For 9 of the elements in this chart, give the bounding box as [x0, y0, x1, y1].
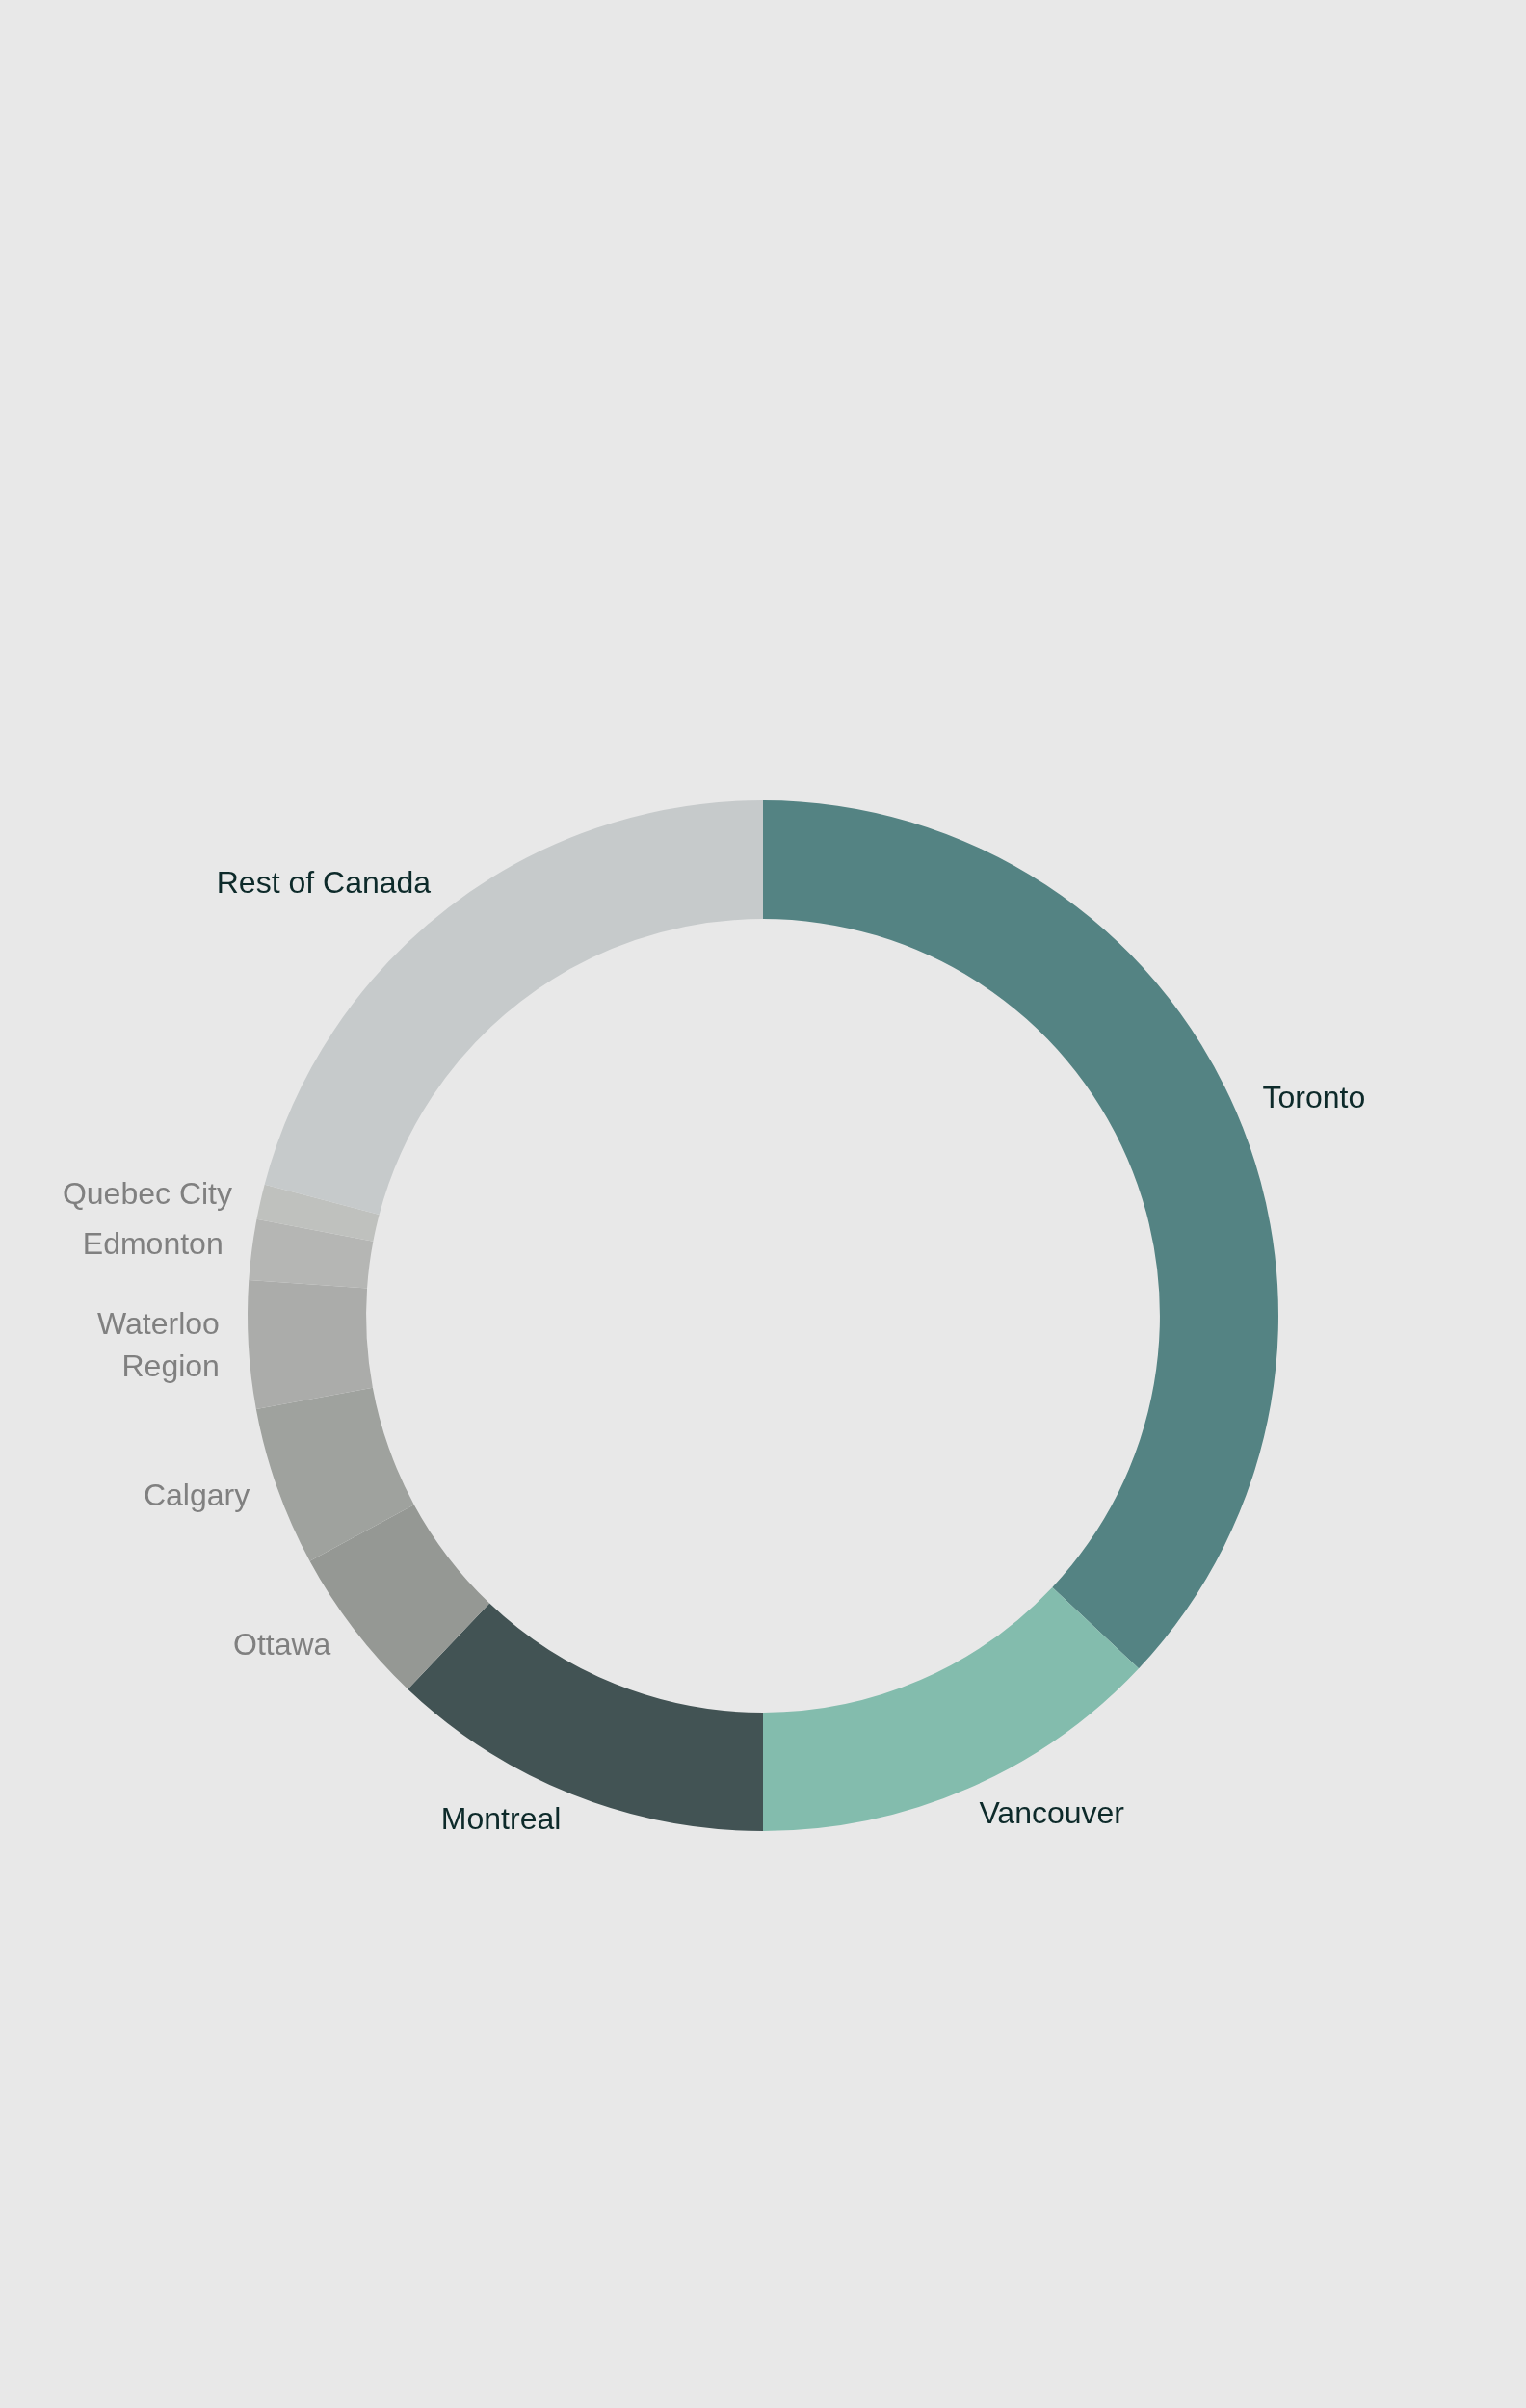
- slice-label: Calgary: [143, 1477, 250, 1512]
- slice-label: Edmonton: [82, 1226, 224, 1262]
- slice-label: Toronto: [1262, 1080, 1366, 1115]
- slice-label: Vancouver: [979, 1795, 1125, 1831]
- slice-label: Ottawa: [233, 1627, 331, 1662]
- slice-label: Rest of Canada: [216, 865, 432, 901]
- slice-label: Quebec City: [62, 1175, 232, 1211]
- slice-label: Montreal: [440, 1801, 562, 1837]
- slice-label: Waterloo Region: [97, 1305, 220, 1383]
